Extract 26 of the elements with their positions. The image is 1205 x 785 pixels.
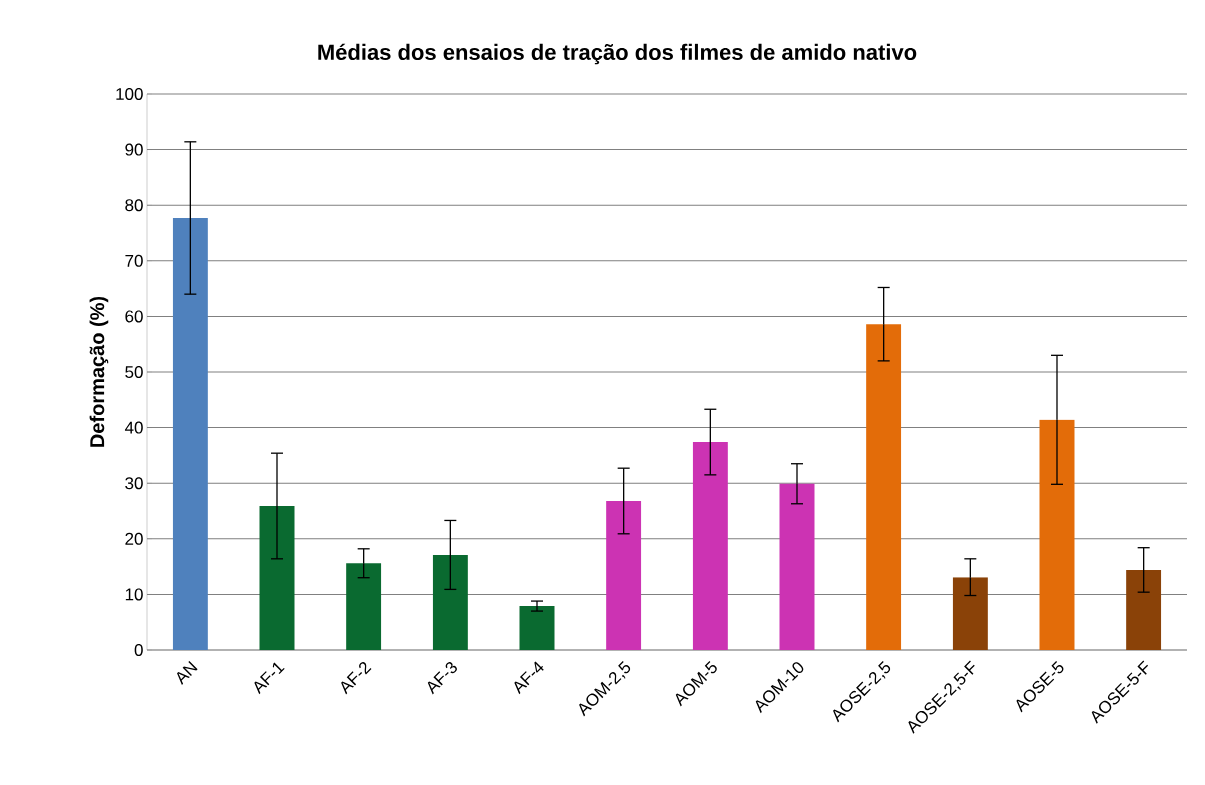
bar [1126,569,1162,650]
bar [606,500,642,650]
y-tick-label: 0 [134,643,143,657]
y-tick-label: 20 [125,532,143,545]
y-tick-label: 70 [125,254,143,267]
y-tick-label: 80 [125,199,143,212]
bar [259,505,295,650]
y-tick-label: 90 [125,143,143,156]
y-tick-label: 50 [125,365,143,379]
bar [779,483,815,650]
y-tick-label: 100 [116,87,143,101]
bar [952,577,988,650]
y-tick-label: 10 [125,588,143,601]
bar [692,442,728,650]
y-tick-label: 40 [124,421,143,434]
bar [432,554,468,650]
bar [866,324,902,650]
bar [346,563,382,650]
y-tick-label: 60 [125,310,143,323]
bar [519,606,555,650]
bar [1039,419,1075,650]
y-tick-label: 30 [125,477,143,490]
chart-title: Médias dos ensaios de tração dos filmes de amido nativo [318,43,917,65]
x-tick-label: AN [177,660,198,685]
bar [172,217,208,650]
y-axis-title: Deformação (%) [89,296,109,447]
